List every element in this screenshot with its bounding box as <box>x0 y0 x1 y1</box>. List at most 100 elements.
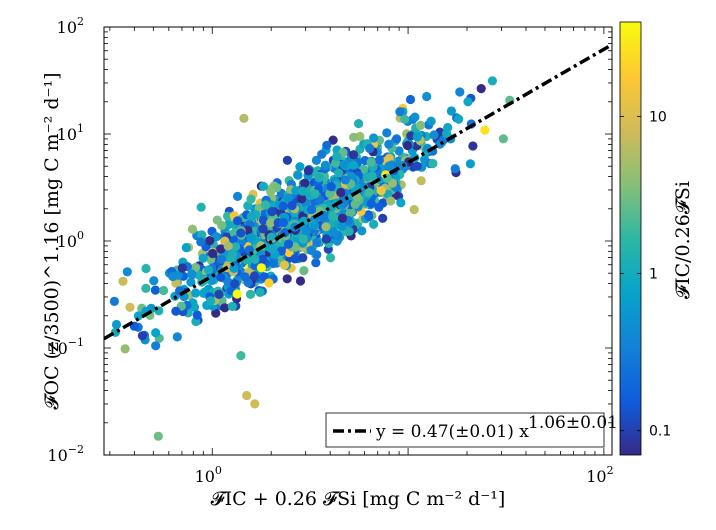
data-point <box>217 220 227 230</box>
data-point <box>228 249 238 260</box>
data-point <box>239 113 249 123</box>
data-point <box>349 132 359 142</box>
data-point <box>257 254 268 264</box>
colorbar-label: 𝓕IC/0.26𝓕Si <box>672 181 694 299</box>
data-point <box>325 189 335 199</box>
data-point <box>264 278 274 288</box>
data-point <box>392 134 402 144</box>
colorbar-ticks: 0.1 1 10 <box>620 110 671 440</box>
data-point <box>249 271 260 281</box>
data-point <box>348 150 359 160</box>
data-point <box>216 272 226 282</box>
data-point <box>291 186 301 196</box>
data-point <box>266 187 276 197</box>
data-point <box>366 157 376 167</box>
legend-exponent: 1.06±0.01 <box>528 413 618 433</box>
data-point <box>220 303 230 313</box>
data-point <box>187 224 198 234</box>
colorbar-tick-label: 0.1 <box>649 424 671 440</box>
data-point <box>205 236 215 246</box>
data-point <box>177 263 187 273</box>
data-point <box>149 276 159 286</box>
data-point <box>384 161 394 171</box>
data-point <box>240 272 250 282</box>
data-point <box>376 186 386 196</box>
data-point <box>187 269 197 279</box>
data-point <box>206 275 217 286</box>
data-point <box>465 159 475 169</box>
data-point <box>295 276 306 286</box>
data-point <box>295 162 305 172</box>
y-axis-label: 𝓕OC (z/3500)^1.16 [mg C m⁻² d⁻¹] <box>41 72 63 409</box>
data-point <box>230 279 240 289</box>
data-point <box>216 244 226 254</box>
legend: y = 0.47(±0.01) x 1.06±0.01 <box>325 412 618 448</box>
data-point <box>367 171 377 181</box>
data-point <box>133 311 144 321</box>
data-point <box>412 161 422 171</box>
data-point <box>141 283 151 293</box>
data-point <box>233 216 243 226</box>
data-point <box>266 232 276 242</box>
data-point <box>246 211 256 221</box>
data-point <box>297 194 307 204</box>
colorbar-tick-label: 1 <box>649 267 658 283</box>
data-point <box>364 212 374 222</box>
data-point <box>141 263 151 274</box>
data-point <box>463 97 473 107</box>
data-point <box>314 173 324 183</box>
data-point <box>476 84 486 94</box>
data-point <box>211 232 222 242</box>
data-point <box>429 130 439 140</box>
data-point <box>487 76 497 86</box>
plot-area <box>104 27 612 455</box>
data-point <box>326 182 336 192</box>
data-point <box>151 328 161 338</box>
data-point <box>374 155 384 165</box>
data-point <box>137 331 147 341</box>
data-point <box>293 170 303 180</box>
data-point <box>320 160 330 170</box>
data-point <box>255 287 265 297</box>
data-point <box>111 319 122 330</box>
data-point <box>258 215 269 225</box>
data-point <box>173 270 183 280</box>
data-point <box>246 194 256 204</box>
data-point <box>454 114 464 124</box>
colorbar <box>619 21 642 456</box>
data-point <box>364 187 374 197</box>
data-point <box>298 253 308 263</box>
data-point <box>339 160 349 170</box>
data-point <box>329 227 339 237</box>
data-point <box>268 258 279 268</box>
data-point <box>211 308 221 318</box>
data-point <box>366 199 376 209</box>
data-point <box>122 267 132 277</box>
data-point <box>192 310 202 320</box>
data-point <box>337 221 347 231</box>
data-point <box>198 253 208 263</box>
data-point <box>223 241 233 251</box>
data-point <box>394 146 404 156</box>
data-point <box>246 233 256 243</box>
data-point <box>480 125 490 135</box>
data-point <box>412 132 422 142</box>
data-point <box>382 128 392 138</box>
data-point <box>120 344 130 354</box>
data-point <box>402 140 413 151</box>
data-point <box>243 225 253 235</box>
data-point <box>303 166 313 176</box>
data-point <box>223 211 233 221</box>
data-point <box>191 288 201 298</box>
data-point <box>369 133 379 143</box>
data-point <box>197 230 207 240</box>
y-tick-label: 10−2 <box>47 443 84 465</box>
data-point <box>386 196 396 206</box>
data-point <box>374 202 384 212</box>
data-point <box>229 263 239 273</box>
data-point <box>332 151 342 162</box>
data-point <box>455 87 465 97</box>
data-point <box>260 200 271 210</box>
data-point <box>299 266 309 276</box>
